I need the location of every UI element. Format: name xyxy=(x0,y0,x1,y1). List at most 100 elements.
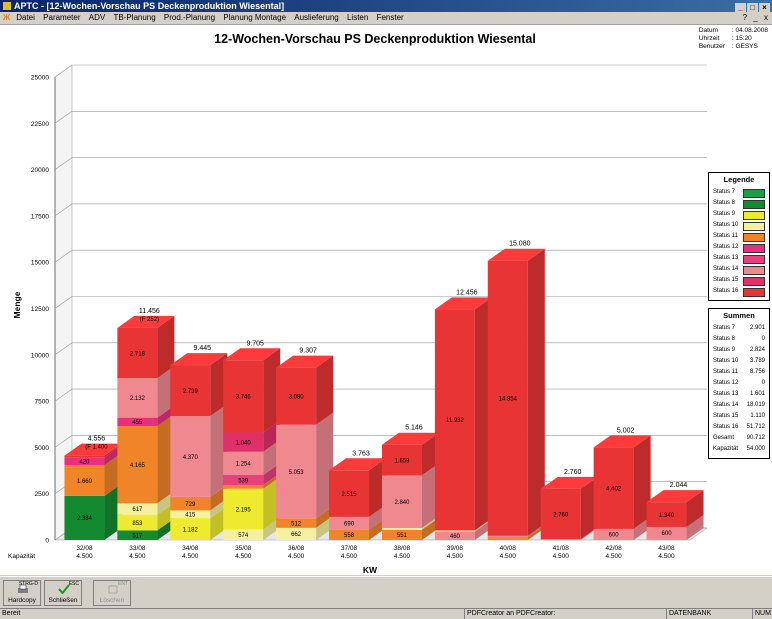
summen-value: 18.019 xyxy=(747,400,765,411)
segment-label: 551 xyxy=(397,533,408,539)
menu-parameter[interactable]: Parameter xyxy=(43,12,80,24)
hardcopy-button[interactable]: STRG-D Hardcopy xyxy=(3,580,41,606)
app-icon xyxy=(3,2,11,10)
y-tick-label: 15000 xyxy=(31,260,49,267)
legend-item-label: Status 15 xyxy=(713,277,738,283)
segment-label: 2.384 xyxy=(77,516,93,522)
child-minimize-button[interactable]: _ xyxy=(753,12,757,24)
legend-item-label: Status 10 xyxy=(713,222,738,228)
segment-label: 415 xyxy=(185,513,196,519)
menu-adv[interactable]: ADV xyxy=(89,12,105,24)
capacity-value: 4.500 xyxy=(605,553,622,560)
segment-label: 1.040 xyxy=(236,440,252,446)
capacity-value: 4.500 xyxy=(129,553,146,560)
y-tick-label: 0 xyxy=(45,538,49,545)
y-axis-label: Menge xyxy=(12,291,22,318)
legend-item: Status 13 xyxy=(709,253,769,264)
segment-label: 3.746 xyxy=(236,395,252,401)
status-bar: Bereit PDFCreator an PDFCreator: DATENBA… xyxy=(0,608,772,619)
y-tick-label: 20000 xyxy=(31,167,49,174)
legend-swatch xyxy=(743,233,765,242)
bar-total-label: 9.307 xyxy=(299,348,317,355)
bar-total-label: 15.080 xyxy=(509,241,531,248)
schliessen-button[interactable]: ESC Schließen xyxy=(44,580,82,606)
menu-auslieferung[interactable]: Auslieferung xyxy=(294,12,338,24)
benutzer-value: : GESYS xyxy=(732,43,758,51)
hardcopy-label: Hardcopy xyxy=(4,597,40,604)
minimize-button[interactable]: _ xyxy=(735,3,746,12)
legend-item-label: Status 9 xyxy=(713,211,735,217)
summen-key: Status 15 xyxy=(713,413,738,419)
schliessen-shortcut: ESC xyxy=(69,581,79,587)
summen-key: Gesamt xyxy=(713,435,734,441)
legend-item-label: Status 8 xyxy=(713,200,735,206)
capacity-value: 4.500 xyxy=(553,553,570,560)
summen-value: 1.601 xyxy=(750,389,765,400)
segment-label: 853 xyxy=(132,521,143,527)
bottom-toolbar: STRG-D Hardcopy ESC Schließen ENT Lösche… xyxy=(0,576,772,608)
segment-label: 690 xyxy=(344,522,355,528)
legend-swatch xyxy=(743,211,765,220)
legend-item-label: Status 12 xyxy=(713,244,738,250)
segment-label: 1.660 xyxy=(77,479,93,485)
y-tick-label: 17500 xyxy=(31,213,49,220)
legend-item: Status 9 xyxy=(709,209,769,220)
segment-label: 5.053 xyxy=(289,470,305,476)
x-tick-label: 41/08 xyxy=(553,545,570,552)
bar-total-label: 2.044 xyxy=(670,482,688,489)
y-tick-label: 12500 xyxy=(31,306,49,313)
loeschen-label: Löschen xyxy=(94,597,130,604)
menu-tb-planung[interactable]: TB-Planung xyxy=(113,12,155,24)
summen-title: Summen xyxy=(709,309,769,323)
y-tick-label: 10000 xyxy=(31,352,49,359)
segment-label: 4.165 xyxy=(130,463,146,469)
schliessen-label: Schließen xyxy=(45,597,81,604)
help-button[interactable]: ? xyxy=(743,12,747,24)
bar-segment xyxy=(223,485,263,489)
segment-label: 600 xyxy=(609,533,620,539)
bar-segment xyxy=(488,537,528,540)
app-logo-icon: Ж xyxy=(3,12,11,24)
legend-item: Status 14 xyxy=(709,264,769,275)
bar-total-label: 3.763 xyxy=(352,450,370,457)
segment-label: 2.718 xyxy=(130,351,146,357)
summen-key: Status 16 xyxy=(713,424,738,430)
capacity-value: 4.500 xyxy=(76,553,93,560)
menu-prod-planung[interactable]: Prod.-Planung xyxy=(164,12,215,24)
capacity-value: 4.500 xyxy=(394,553,411,560)
loeschen-button[interactable]: ENT Löschen xyxy=(93,580,131,606)
legend-item: Status 11 xyxy=(709,231,769,242)
summen-key: Status 12 xyxy=(713,380,738,386)
bar-total-label: 12.456 xyxy=(456,289,478,296)
y-tick-label: 22500 xyxy=(31,121,49,128)
bar-segment xyxy=(647,538,687,540)
summen-key: Status 9 xyxy=(713,347,735,353)
menu-listen[interactable]: Listen xyxy=(347,12,368,24)
maximize-button[interactable]: □ xyxy=(747,3,758,12)
x-tick-label: 40/08 xyxy=(500,545,517,552)
close-button[interactable]: × xyxy=(759,3,770,12)
legend-item: Status 15 xyxy=(709,275,769,286)
segment-label: 2.760 xyxy=(553,512,569,518)
segment-label: 662 xyxy=(291,532,302,538)
legend-title: Legende xyxy=(709,173,769,187)
summen-key: Kapazität xyxy=(713,446,738,452)
segment-label: 2.132 xyxy=(130,396,146,402)
datum-label: Datum xyxy=(699,27,732,35)
menu-fenster[interactable]: Fenster xyxy=(377,12,404,24)
segment-label: 558 xyxy=(344,533,355,539)
child-close-button[interactable]: x xyxy=(764,12,768,24)
bar-total-note: (F 1.400 xyxy=(85,445,108,451)
legend-item-label: Status 7 xyxy=(713,189,735,195)
menu-planung-montage[interactable]: Planung Montage xyxy=(223,12,286,24)
legend-swatch xyxy=(743,244,765,253)
capacity-value: 4.500 xyxy=(341,553,358,560)
menu-datei[interactable]: Datei xyxy=(16,12,35,24)
y-tick-label: 2500 xyxy=(35,491,50,498)
